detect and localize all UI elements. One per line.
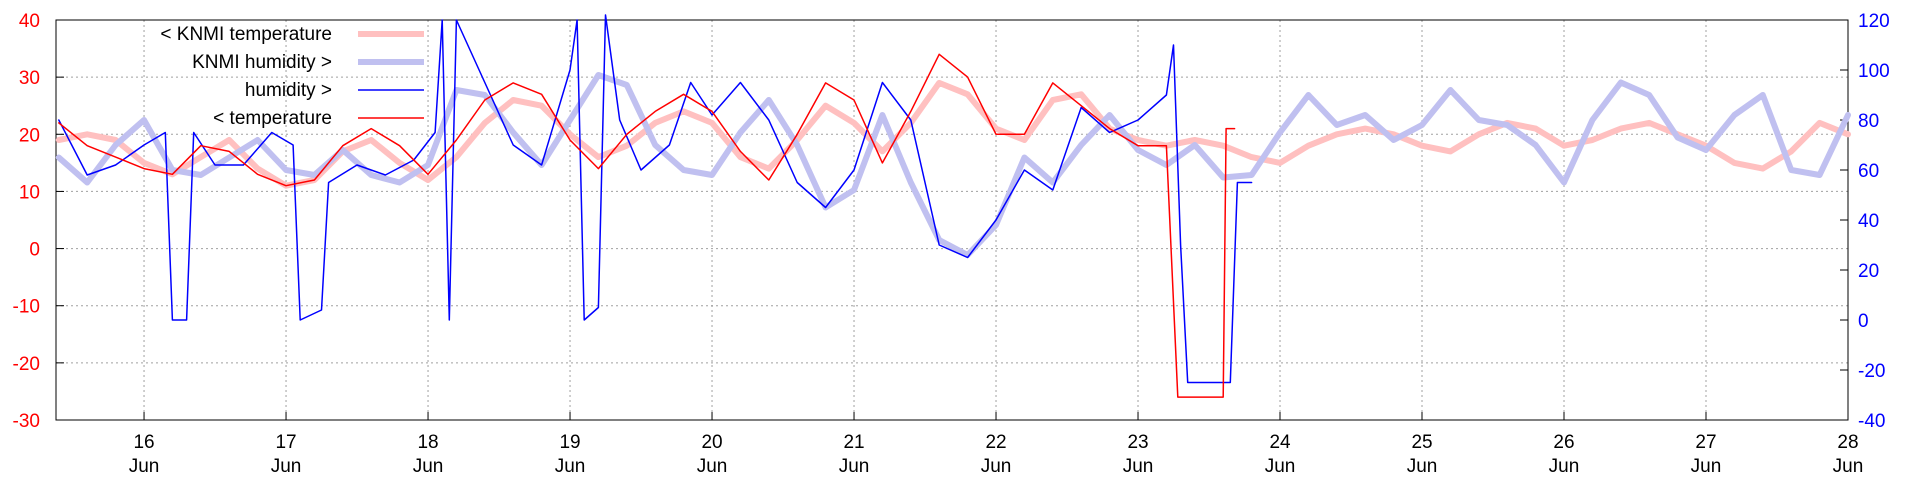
x-tick-month: Jun [1691, 456, 1722, 477]
left-tick-label: 0 [29, 240, 40, 261]
right-tick-label: 60 [1858, 161, 1879, 182]
x-tick-month: Jun [1265, 456, 1296, 477]
series-line-1 [55, 79, 1851, 189]
right-tick-label: 80 [1858, 111, 1879, 132]
x-tick-month: Jun [697, 456, 728, 477]
x-tick-day: 20 [701, 432, 722, 453]
left-tick-label: 10 [19, 182, 40, 203]
x-tick-day: 28 [1837, 432, 1858, 453]
x-tick-day: 27 [1695, 432, 1716, 453]
x-tick-month: Jun [1833, 456, 1864, 477]
x-tick-day: 18 [417, 432, 438, 453]
x-tick-month: Jun [555, 456, 586, 477]
left-tick-label: 40 [19, 11, 40, 32]
series-line-3 [58, 14, 1253, 384]
x-tick-day: 23 [1127, 432, 1148, 453]
left-tick-label: 30 [19, 68, 40, 89]
series-line-4 [58, 53, 1236, 398]
right-tick-label: 40 [1858, 211, 1879, 232]
x-tick-day: 17 [275, 432, 296, 453]
series-line-2 [55, 72, 1851, 258]
x-tick-day: 24 [1269, 432, 1291, 453]
right-tick-label: 20 [1858, 261, 1879, 282]
legend-label: humidity > [245, 80, 332, 101]
right-tick-label: -40 [1858, 411, 1885, 432]
x-axis: 16 Jun 17 Jun 18 Jun 19 Jun 20 Jun 21 Jun 22 Jun 23 Jun… [129, 412, 1864, 477]
x-tick-day: 21 [843, 432, 864, 453]
legend: < KNMI temperature KNMI humidity > humidit… [160, 24, 424, 129]
right-tick-label: 120 [1858, 11, 1890, 32]
right-tick-label: 100 [1858, 61, 1890, 82]
left-tick-label: -30 [13, 411, 40, 432]
x-tick-month: Jun [1123, 456, 1154, 477]
x-tick-day: 22 [985, 432, 1006, 453]
x-tick-month: Jun [413, 456, 444, 477]
left-tick-label: 20 [19, 125, 40, 146]
right-tick-label: 0 [1858, 311, 1869, 332]
left-tick-label: -20 [13, 354, 40, 375]
left-tick-label: -10 [13, 297, 40, 318]
x-tick-day: 25 [1411, 432, 1432, 453]
x-tick-month: Jun [129, 456, 160, 477]
left-axis: -30 -20 -10 0 10 20 30 40 [13, 11, 64, 432]
right-axis: -40 -20 0 20 40 60 80 100 120 [1840, 11, 1890, 432]
x-tick-month: Jun [271, 456, 302, 477]
legend-label: < temperature [213, 108, 332, 129]
x-tick-day: 19 [559, 432, 580, 453]
x-tick-day: 26 [1553, 432, 1574, 453]
legend-label: KNMI humidity > [192, 52, 332, 73]
x-tick-month: Jun [1407, 456, 1438, 477]
legend-label: < KNMI temperature [160, 24, 332, 45]
right-tick-label: -20 [1858, 361, 1885, 382]
x-tick-month: Jun [981, 456, 1012, 477]
x-tick-month: Jun [1549, 456, 1580, 477]
x-tick-day: 16 [133, 432, 154, 453]
x-tick-month: Jun [839, 456, 870, 477]
series-layer [55, 14, 1851, 398]
